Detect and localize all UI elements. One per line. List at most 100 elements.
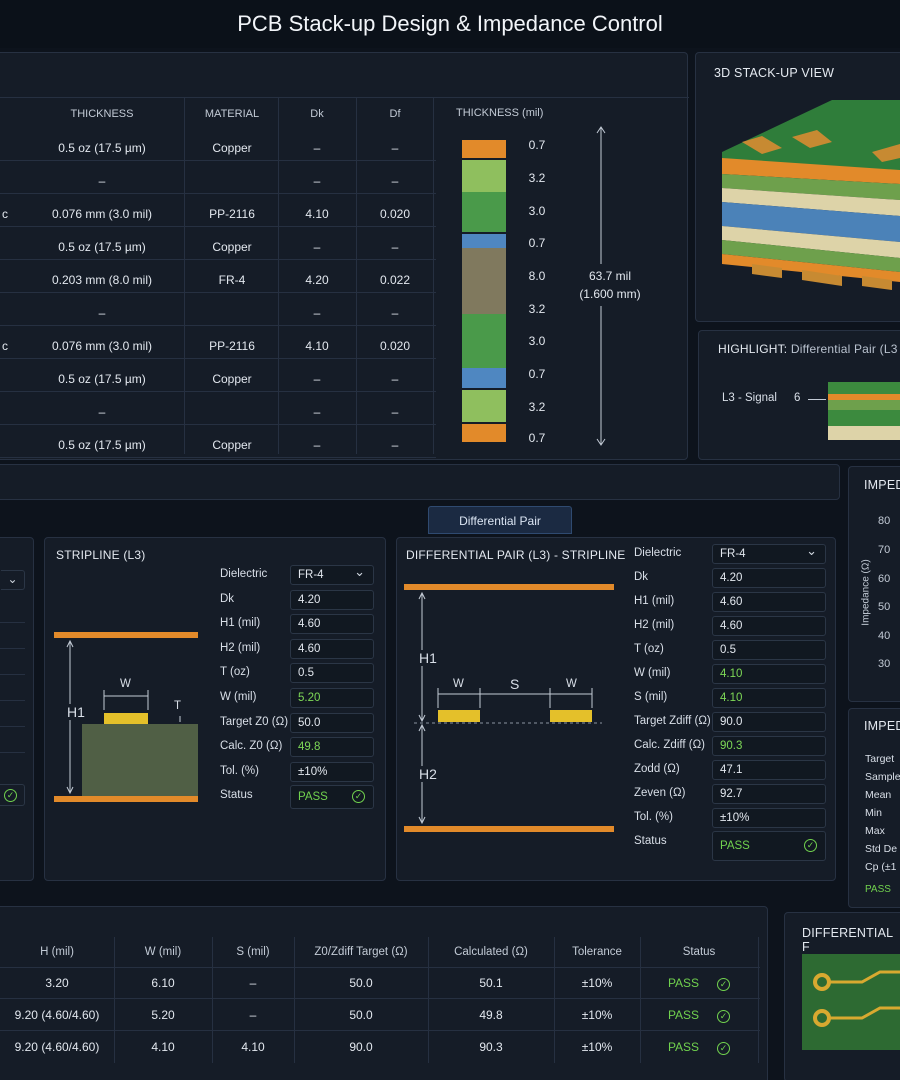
layer-thickness-value: 0.7 [528, 236, 546, 250]
stack-row-dk: – [313, 174, 321, 188]
impedance-axis-tick: 60 [878, 573, 891, 585]
stripline-label: H2 (mil) [220, 641, 261, 654]
page-title: PCB Stack-up Design & Impedance Control [0, 0, 900, 48]
stripline-field[interactable]: 4.60 [290, 614, 374, 635]
stack-row-material: PP-2116 [209, 339, 255, 353]
stripline-bottom-plane [54, 796, 198, 802]
total-thickness-mm: (1.600 mm) [579, 287, 641, 301]
diffpair-field[interactable]: 4.60 [712, 592, 826, 612]
diffpair-field[interactable]: ±10% [712, 808, 826, 828]
stripline-diagram: W T H1 [54, 630, 204, 810]
impedance-chart-title: IMPED [864, 478, 900, 492]
thickness-col-header: THICKNESS (mil) [456, 107, 566, 119]
diffpair-label: Dielectric [634, 547, 682, 559]
impedance-axis-tick: 50 [878, 601, 891, 613]
total-thickness-arrow [596, 126, 606, 446]
diffpair-field[interactable]: FR-4 [712, 542, 826, 564]
diffpair-field[interactable]: 4.10 [712, 688, 826, 708]
diffpair-label-w1: W [453, 678, 464, 690]
diffpair-field[interactable]: 47.1 [712, 760, 826, 780]
results-col-header: Status [682, 946, 716, 958]
diffpair-status-value: PASS [720, 840, 750, 852]
stripline-field[interactable]: 4.60 [290, 638, 374, 659]
impedance-stat-label: Std De [865, 843, 898, 855]
stack-bar-layer-9 [462, 424, 506, 442]
stackup-3d-title: 3D STACK-UP VIEW [714, 66, 835, 80]
results-col-header: W (mil) [144, 946, 182, 958]
diff-routing-image [802, 954, 900, 1050]
impedance-chart-ylabel: Impedance (Ω) [860, 559, 872, 626]
stack-bar-layer-6 [462, 314, 506, 368]
results-cell-target: 90.0 [349, 1040, 373, 1054]
diffpair-field[interactable]: 4.60 [712, 616, 826, 636]
stack-row-df: 0.022 [379, 273, 411, 287]
stripline-field[interactable]: ±10% [290, 761, 374, 782]
diffpair-label: Tol. (%) [634, 811, 673, 823]
highlight-layer: L3 - Signal [722, 392, 777, 404]
stripline-label: W (mil) [220, 691, 257, 703]
results-col-header: H (mil) [40, 946, 74, 958]
diffpair-field[interactable]: 90.0 [712, 712, 826, 732]
results-cell-h: 9.20 (4.60/4.60) [14, 1040, 100, 1054]
stack-row-df: – [391, 306, 399, 320]
diffpair-field[interactable]: 92.7 [712, 784, 826, 804]
pass-check-icon: ✓ [4, 789, 17, 802]
stack-row-material: Copper [212, 372, 252, 386]
stripline-field[interactable]: 5.20 [290, 688, 374, 708]
tab-differential-pair[interactable]: Differential Pair [428, 506, 572, 534]
diffpair-label: Calc. Zdiff (Ω) [634, 739, 706, 751]
stack-bar-layer-5 [462, 248, 506, 314]
pass-check-icon: ✓ [804, 839, 817, 852]
stack-row-df: 0.020 [379, 207, 411, 221]
results-status: PASS ✓ [640, 976, 758, 991]
col-header-dk: Dk [310, 108, 324, 120]
stack-row-dk: 4.10 [305, 207, 329, 221]
impedance-stat-label: Cp (±1 [865, 861, 897, 873]
pass-check-icon: ✓ [717, 978, 731, 991]
layer-thickness-value: 0.7 [528, 367, 546, 381]
stripline-field[interactable]: 50.0 [290, 712, 374, 733]
microstrip-panel-partial: ⌄ ✓ [0, 537, 34, 881]
col-header-material: MATERIAL [204, 108, 260, 120]
stack-row-dk: – [313, 240, 321, 254]
stack-row-material: FR-4 [218, 273, 246, 287]
stripline-field[interactable]: 0.5 [290, 663, 374, 684]
diffpair-status-field: PASS ✓ [712, 831, 826, 861]
results-status-value: PASS [667, 1008, 700, 1022]
stripline-label: Status [220, 789, 253, 802]
stack-row-df: – [391, 405, 399, 419]
diffpair-field[interactable]: 4.10 [712, 664, 826, 684]
layer-thickness-value: 3.2 [528, 171, 546, 185]
results-status-value: PASS [667, 976, 700, 990]
results-cell-s: – [249, 976, 257, 990]
diffpair-label: W (mil) [634, 667, 671, 679]
results-cell-h: 9.20 (4.60/4.60) [14, 1008, 100, 1022]
stack-row-thickness: 0.5 oz (17.5 µm) [58, 438, 146, 452]
stack-row-thickness: 0.5 oz (17.5 µm) [58, 141, 146, 155]
dropdown-caret-icon[interactable]: ⌄ [1, 570, 25, 590]
stripline-field[interactable]: 49.8 [290, 737, 374, 758]
results-table: H (mil) W (mil) S (mil) Z0/Zdiff Target (Ω)… [0, 937, 760, 1065]
stripline-title: STRIPLINE (L3) [56, 548, 146, 562]
stack-row-thickness: – [98, 306, 106, 320]
results-cell-target: 50.0 [349, 1008, 373, 1022]
stack-row-df: – [391, 372, 399, 386]
diffpair-field[interactable]: 90.3 [712, 736, 826, 756]
layer-thickness-value: 0.7 [528, 431, 546, 445]
layer-thickness-value: 3.2 [528, 302, 546, 316]
diffpair-field[interactable]: 4.20 [712, 568, 826, 588]
results-status: PASS ✓ [640, 1008, 758, 1023]
stripline-trace [104, 713, 148, 724]
layer-thickness-value: 3.0 [528, 334, 546, 348]
stackup-3d-image [722, 100, 900, 290]
stripline-dielectric [82, 724, 198, 796]
impedance-axis-tick: 80 [878, 515, 891, 527]
stripline-field[interactable]: FR-4 [290, 563, 374, 585]
diffpair-bottom-plane [404, 826, 614, 832]
stripline-field[interactable]: 4.20 [290, 589, 374, 610]
results-col-header: Calculated (Ω) [454, 946, 528, 958]
stripline-label: Dielectric [220, 568, 268, 580]
highlight-title: HIGHLIGHT: Differential Pair (L3 [718, 342, 898, 356]
results-cell-calc: 49.8 [479, 1008, 503, 1022]
diffpair-field[interactable]: 0.5 [712, 640, 826, 660]
